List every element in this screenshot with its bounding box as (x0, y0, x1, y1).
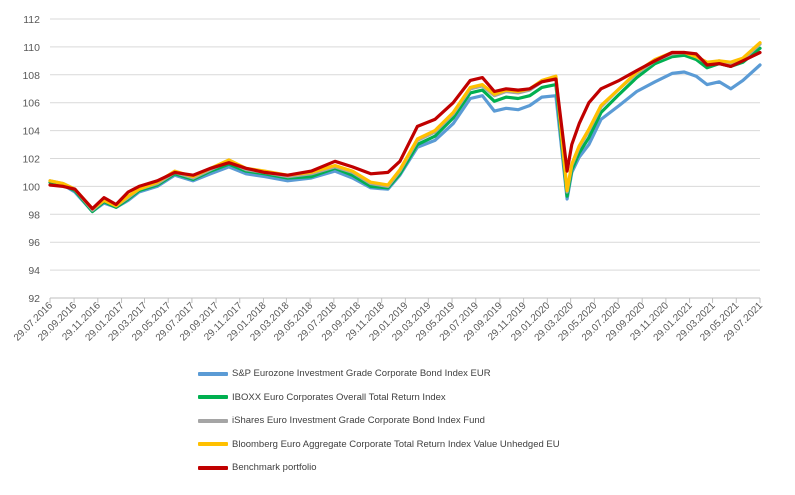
y-tick-label: 96 (28, 237, 40, 249)
legend-item-5: Benchmark portfolio (198, 456, 560, 480)
legend: S&P Eurozone Investment Grade Corporate … (198, 362, 560, 480)
legend-item-4: Bloomberg Euro Aggregate Corporate Total… (198, 433, 560, 457)
legend-swatch (198, 418, 228, 423)
legend-swatch (198, 465, 228, 470)
legend-label: S&P Eurozone Investment Grade Corporate … (232, 368, 491, 380)
legend-swatch (198, 395, 228, 400)
series-line-1 (48, 63, 762, 214)
y-tick-label: 104 (22, 126, 40, 138)
series-line-4 (48, 41, 762, 211)
y-tick-label: 92 (28, 293, 40, 305)
y-tick-label: 112 (23, 14, 40, 26)
legend-item-3: iShares Euro Investment Grade Corporate … (198, 409, 560, 433)
legend-item-1: S&P Eurozone Investment Grade Corporate … (198, 362, 560, 386)
y-axis: 92 94 96 98 100 102 104 106 108 110 112 (22, 14, 40, 305)
series-line-3 (48, 42, 762, 212)
legend-label: Bloomberg Euro Aggregate Corporate Total… (232, 438, 560, 450)
legend-swatch (198, 442, 228, 447)
y-tick-label: 94 (28, 265, 40, 277)
legend-swatch (198, 371, 228, 376)
legend-label: iShares Euro Investment Grade Corporate … (232, 415, 485, 427)
y-tick-label: 100 (22, 181, 40, 193)
legend-item-2: IBOXX Euro Corporates Overall Total Retu… (198, 386, 560, 410)
y-tick-label: 110 (23, 42, 40, 54)
y-tick-label: 102 (22, 154, 40, 166)
series-line-5 (48, 50, 762, 211)
legend-label: Benchmark portfolio (232, 462, 317, 474)
series-lines (48, 41, 762, 214)
y-tick-label: 106 (22, 98, 40, 110)
y-tick-label: 108 (22, 70, 40, 82)
y-tick-label: 98 (28, 209, 40, 221)
legend-label: IBOXX Euro Corporates Overall Total Retu… (232, 391, 446, 403)
x-axis: 29.07.201629.09.201629.11.201629.01.2017… (12, 297, 765, 344)
